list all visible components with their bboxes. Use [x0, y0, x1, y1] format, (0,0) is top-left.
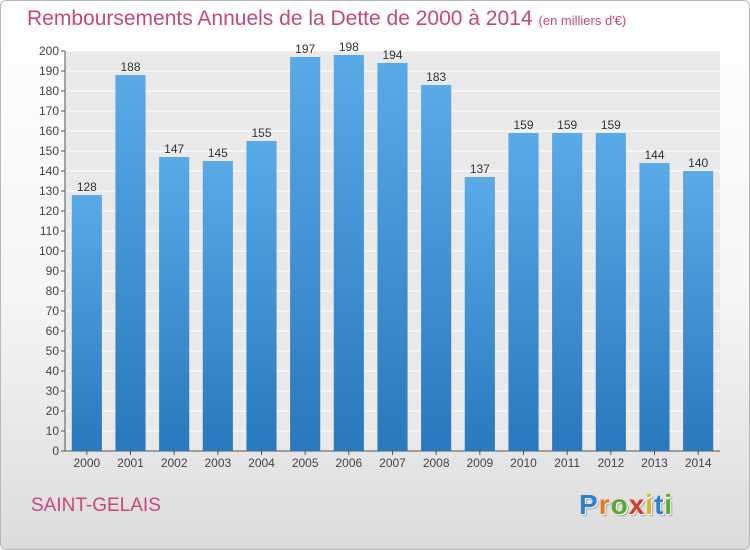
- y-tick-label: 50: [46, 344, 60, 358]
- logo-letter: P: [579, 489, 599, 520]
- bar: [595, 133, 626, 451]
- y-tick-label: 20: [46, 404, 60, 418]
- y-tick-label: 110: [40, 224, 59, 238]
- data-label: 137: [470, 162, 490, 176]
- data-label: 159: [513, 118, 533, 132]
- y-tick-label: 190: [39, 64, 59, 78]
- x-tick-label: 2014: [685, 456, 712, 470]
- y-tick-label: 90: [46, 264, 60, 278]
- y-tick-label: 10: [46, 424, 60, 438]
- x-tick-label: 2009: [466, 456, 493, 470]
- x-tick-label: 2006: [335, 456, 362, 470]
- y-tick-label: 180: [39, 84, 59, 98]
- y-tick-label: 160: [39, 124, 59, 138]
- logo-letter: o: [610, 489, 629, 520]
- x-tick-label: 2013: [641, 456, 668, 470]
- bar: [71, 195, 102, 451]
- bar: [246, 141, 277, 451]
- chart-title: Remboursements Annuels de la Dette de 20…: [27, 7, 626, 31]
- data-label: 144: [644, 148, 664, 162]
- x-tick-label: 2007: [379, 456, 406, 470]
- proxiti-logo: Proxiti: [579, 489, 673, 521]
- bar: [421, 85, 452, 451]
- logo-letter: x: [628, 489, 646, 520]
- x-tick-label: 2001: [117, 456, 144, 470]
- bar: [508, 133, 539, 451]
- y-tick-label: 70: [46, 304, 60, 318]
- x-tick-label: 2002: [161, 456, 188, 470]
- y-tick-label: 0: [52, 444, 59, 458]
- y-tick-label: 40: [46, 364, 60, 378]
- data-label: 140: [688, 156, 708, 170]
- y-tick-label: 140: [39, 164, 59, 178]
- x-tick-label: 2003: [204, 456, 231, 470]
- data-label: 188: [120, 60, 140, 74]
- data-label: 198: [339, 40, 359, 54]
- chart-title-text: Remboursements Annuels de la Dette de 20…: [27, 7, 533, 30]
- x-tick-label: 2008: [423, 456, 450, 470]
- logo-letter: t: [654, 489, 665, 520]
- x-tick-label: 2005: [292, 456, 319, 470]
- data-label: 155: [251, 126, 271, 140]
- y-tick-label: 60: [46, 324, 60, 338]
- y-tick-label: 170: [39, 104, 59, 118]
- y-tick-label: 200: [39, 44, 59, 58]
- data-label: 197: [295, 42, 315, 56]
- x-tick-label: 2004: [248, 456, 275, 470]
- logo-letter: i: [664, 489, 674, 520]
- data-label: 183: [426, 70, 446, 84]
- y-tick-label: 80: [46, 284, 60, 298]
- y-tick-label: 120: [39, 204, 59, 218]
- y-tick-label: 150: [39, 144, 59, 158]
- y-tick-label: 130: [39, 184, 59, 198]
- bar: [333, 55, 364, 451]
- data-label: 147: [164, 142, 184, 156]
- x-tick-label: 2000: [73, 456, 100, 470]
- chart-unit: (en milliers d'€): [538, 13, 627, 28]
- bar: [639, 163, 670, 451]
- logo-letter: i: [645, 489, 655, 520]
- y-tick-label: 30: [46, 384, 60, 398]
- data-label: 159: [601, 118, 621, 132]
- x-tick-label: 2011: [554, 456, 580, 470]
- bar: [552, 133, 583, 451]
- data-label: 194: [382, 48, 402, 62]
- logo-letter: r: [598, 489, 611, 520]
- bar: [202, 161, 233, 451]
- bar: [464, 177, 495, 451]
- data-label: 159: [557, 118, 577, 132]
- x-tick-label: 2010: [510, 456, 537, 470]
- bar: [115, 75, 146, 451]
- bar: [377, 63, 408, 451]
- x-tick-label: 2012: [597, 456, 624, 470]
- bar: [290, 57, 321, 451]
- y-tick-label: 100: [39, 244, 59, 258]
- bar: [159, 157, 190, 451]
- data-label: 128: [77, 180, 97, 194]
- town-name: SAINT-GELAIS: [31, 495, 161, 516]
- bar: [683, 171, 714, 451]
- data-label: 145: [208, 146, 228, 160]
